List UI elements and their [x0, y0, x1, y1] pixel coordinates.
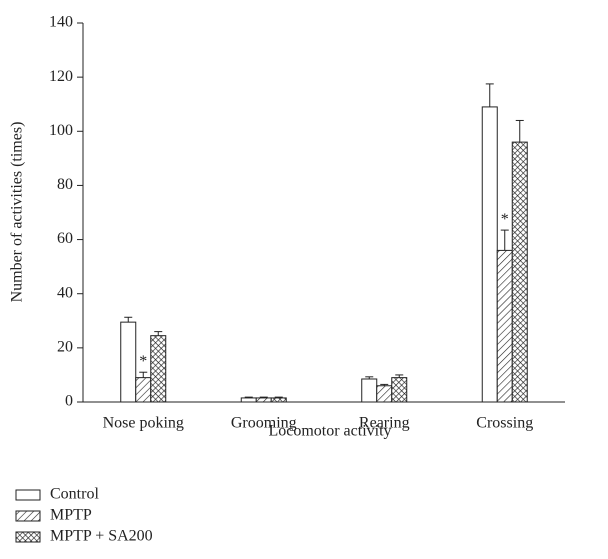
bar	[376, 385, 393, 403]
bar	[120, 321, 137, 403]
bar	[135, 377, 152, 403]
bar	[391, 377, 408, 403]
legend-swatch	[15, 531, 41, 543]
bar	[255, 397, 272, 403]
bar	[361, 378, 378, 403]
y-tick-label: 40	[57, 284, 73, 301]
bar	[481, 106, 498, 403]
y-tick-label: 20	[57, 339, 73, 356]
legend-swatch	[15, 510, 41, 522]
legend-label: MPTP	[50, 507, 92, 524]
x-axis-title: Locomotor activity	[268, 423, 391, 440]
x-tick-label: Rearing	[359, 415, 410, 432]
bar	[150, 335, 167, 403]
x-tick-label: Nose poking	[103, 415, 184, 432]
bar	[496, 249, 513, 403]
bar	[511, 141, 528, 403]
annotation: *	[501, 211, 509, 228]
legend-swatch	[15, 489, 41, 501]
y-tick-label: 0	[65, 393, 73, 410]
legend-label: Control	[50, 486, 99, 503]
y-axis-title: Number of activities (times)	[9, 122, 26, 303]
bar	[240, 397, 257, 403]
y-tick-label: 100	[49, 122, 73, 139]
y-tick-label: 60	[57, 230, 73, 247]
bar	[270, 397, 287, 403]
x-tick-label: Crossing	[476, 415, 533, 432]
annotation: *	[139, 353, 147, 370]
y-tick-label: 120	[49, 68, 73, 85]
legend-label: MPTP + SA200	[50, 528, 153, 545]
y-tick-label: 80	[57, 176, 73, 193]
x-tick-label: Grooming	[231, 415, 297, 432]
y-tick-label: 140	[49, 14, 73, 31]
